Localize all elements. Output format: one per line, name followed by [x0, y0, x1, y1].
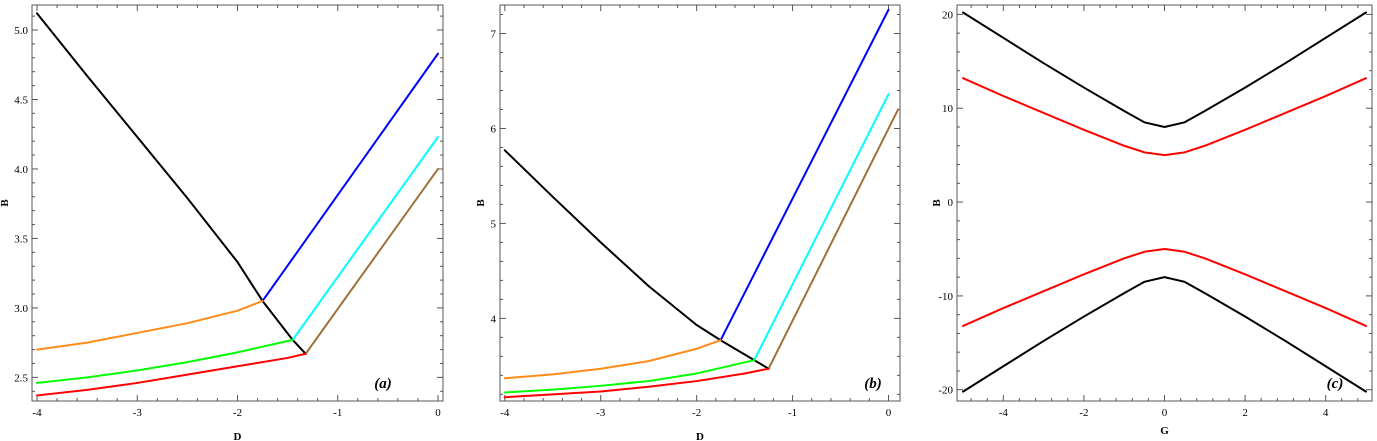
- x-tick-label: -4: [32, 407, 42, 419]
- series-line-3: [962, 247, 1367, 327]
- y-tick-label: 2.5: [14, 372, 28, 384]
- x-tick-label: -1: [788, 407, 797, 419]
- series-line-2: [261, 52, 439, 302]
- series-line-5: [36, 299, 264, 351]
- y-tick-label: 4.5: [14, 94, 28, 106]
- series-line-2: [962, 77, 1367, 157]
- series-line-1: [962, 11, 1367, 128]
- x-tick-label: -2: [692, 407, 701, 419]
- series-line-2: [719, 8, 890, 342]
- series-line-7: [36, 352, 307, 397]
- panel-label: (a): [374, 376, 392, 392]
- x-tick-label: 0: [886, 407, 892, 419]
- y-tick-label: 3.0: [14, 303, 28, 315]
- x-tick-label: 0: [1162, 407, 1168, 419]
- x-tick-label: -3: [596, 407, 606, 419]
- y-tick-label: 3.5: [14, 233, 28, 245]
- x-tick-label: -4: [999, 407, 1009, 419]
- series-line-7: [503, 367, 770, 399]
- series-line-3: [291, 136, 439, 341]
- x-tick-label: -1: [333, 407, 342, 419]
- y-axis-label: B: [931, 199, 943, 207]
- series-line-6: [503, 359, 756, 394]
- x-tick-label: 4: [1323, 407, 1329, 419]
- series-group: [36, 12, 439, 397]
- y-axis-label: B: [475, 199, 487, 207]
- x-tick-label: -4: [500, 407, 510, 419]
- x-tick-label: -2: [233, 407, 242, 419]
- x-tick-label: -2: [1079, 407, 1088, 419]
- x-tick-label: 2: [1242, 407, 1248, 419]
- plot-frame: [956, 4, 1373, 402]
- y-tick-label: -20: [938, 385, 953, 397]
- y-tick-label: -10: [938, 291, 953, 303]
- y-tick-label: 4.0: [14, 164, 28, 176]
- series-group: [503, 8, 900, 399]
- series-line-6: [36, 338, 294, 384]
- x-tick-label: -3: [133, 407, 143, 419]
- series-line-1: [503, 149, 770, 370]
- series-group: [962, 11, 1367, 393]
- y-tick-label: 4: [491, 313, 497, 325]
- series-line-4: [304, 167, 439, 355]
- x-tick-label: 0: [435, 407, 441, 419]
- y-tick-label: 7: [491, 28, 497, 40]
- x-axis-label: D: [234, 431, 242, 441]
- series-line-1: [36, 12, 307, 355]
- series-line-4: [767, 108, 900, 370]
- series-line-4: [962, 276, 1367, 393]
- panel-label: (b): [864, 376, 882, 392]
- y-tick-label: 5.0: [14, 25, 28, 37]
- y-tick-label: 10: [942, 103, 954, 115]
- y-axis-label: B: [0, 199, 11, 207]
- panel-label: (c): [1327, 376, 1344, 392]
- series-line-3: [753, 93, 890, 362]
- series-line-5: [503, 339, 722, 380]
- y-tick-label: 6: [491, 123, 497, 135]
- y-tick-label: 20: [942, 9, 954, 21]
- x-axis-label: G: [1160, 425, 1169, 437]
- x-axis-label: D: [696, 431, 704, 441]
- panel-a: -4 -3 -2 -1 0 2.5 3.0 3.5 4.0 4.5 5.0 D B (a): [0, 4, 444, 441]
- panel-b: -4 -3 -2 -1 0 4 5 6 7 D B (b): [475, 4, 901, 441]
- y-tick-label: 5: [491, 218, 497, 230]
- plot-frame: [499, 4, 901, 402]
- y-tick-label: 0: [948, 197, 954, 209]
